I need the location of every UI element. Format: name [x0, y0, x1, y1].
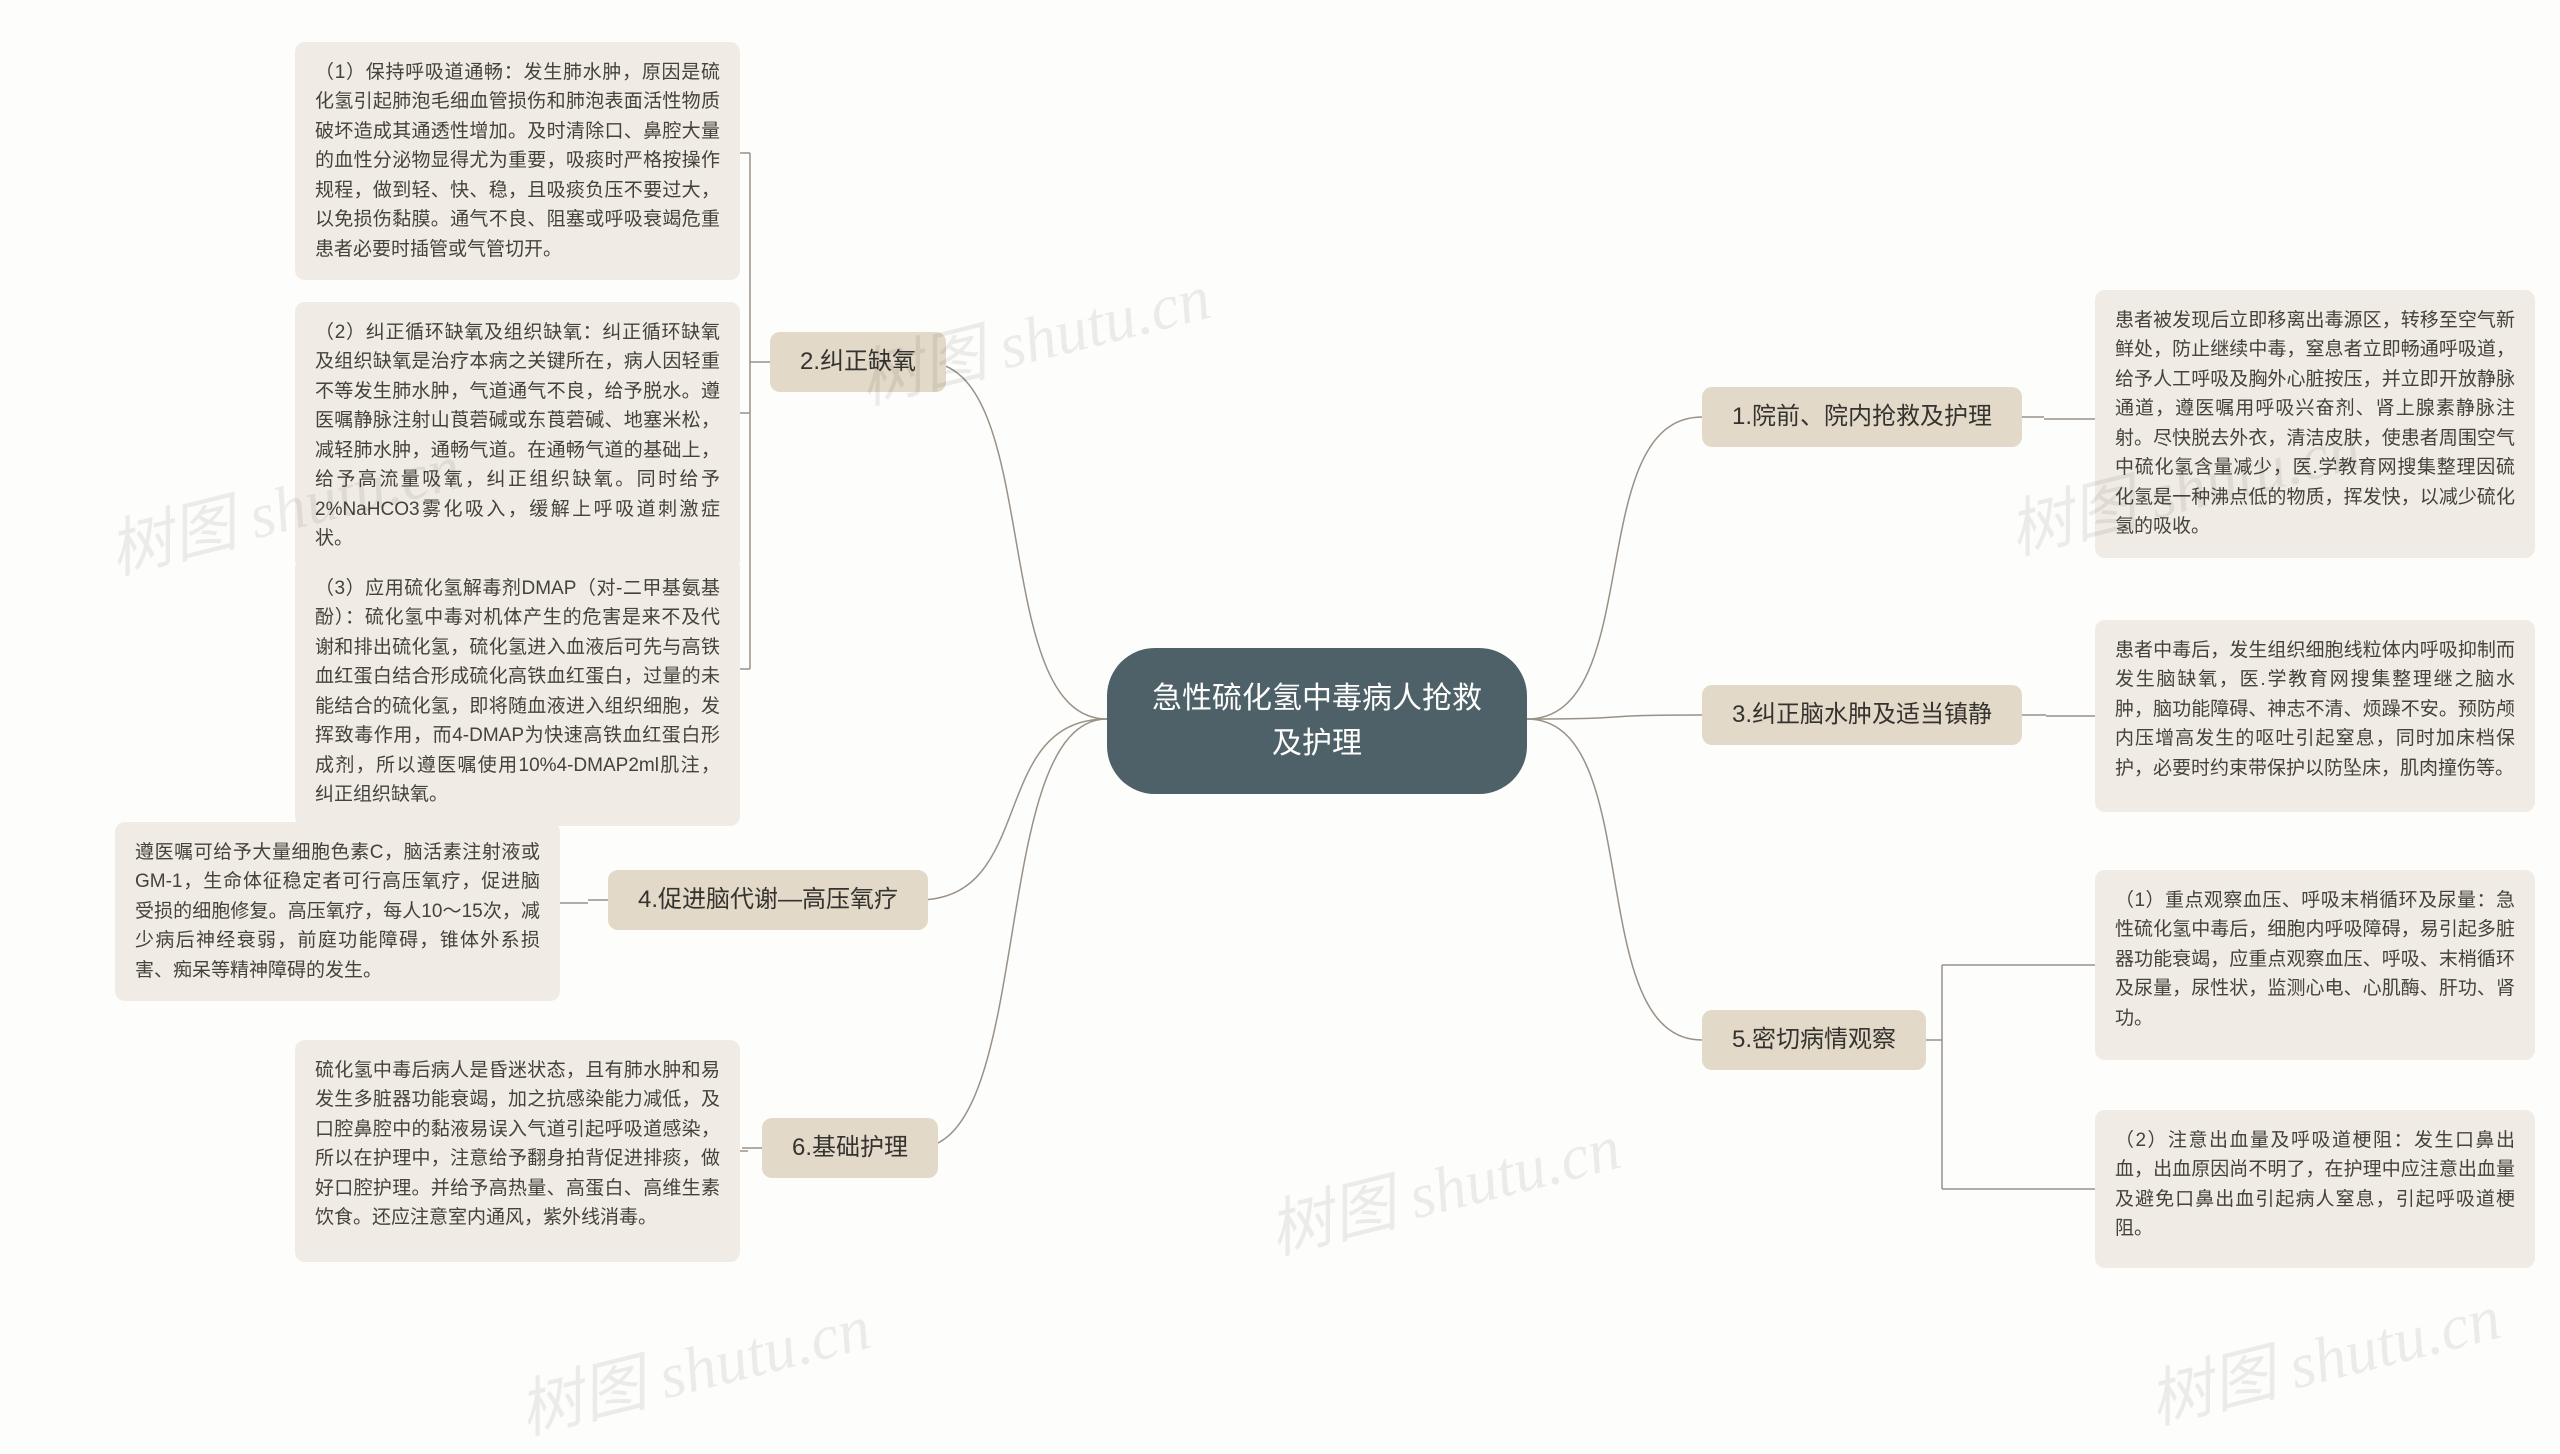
leaf-node: （3）应用硫化氢解毒剂DMAP（对-二甲基氨基酚）：硫化氢中毒对机体产生的危害是…	[295, 558, 740, 826]
branch-node: 6.基础护理	[762, 1118, 938, 1178]
branch-node: 3.纠正脑水肿及适当镇静	[1702, 685, 2022, 745]
watermark: 树图 shutu.cn	[508, 1276, 879, 1452]
watermark: 树图 shutu.cn	[1258, 1096, 1629, 1272]
branch-node: 5.密切病情观察	[1702, 1010, 1926, 1070]
branch-node: 4.促进脑代谢—高压氧疗	[608, 870, 928, 930]
leaf-node: 遵医嘱可给予大量细胞色素C，脑活素注射液或GM-1，生命体征稳定者可行高压氧疗，…	[115, 822, 560, 1001]
leaf-node: （2）注意出血量及呼吸道梗阻：发生口鼻出血，出血原因尚不明了，在护理中应注意出血…	[2095, 1110, 2535, 1268]
center-node: 急性硫化氢中毒病人抢救 及护理	[1107, 648, 1527, 794]
leaf-node: 患者被发现后立即移离出毒源区，转移至空气新鲜处，防止继续中毒，窒息者立即畅通呼吸…	[2095, 290, 2535, 558]
branch-node: 2.纠正缺氧	[770, 332, 946, 392]
watermark: 树图 shutu.cn	[2138, 1266, 2509, 1442]
leaf-node: （1）保持呼吸道通畅：发生肺水肿，原因是硫化氢引起肺泡毛细血管损伤和肺泡表面活性…	[295, 42, 740, 280]
branch-node: 1.院前、院内抢救及护理	[1702, 387, 2022, 447]
leaf-node: 患者中毒后，发生组织细胞线粒体内呼吸抑制而发生脑缺氧，医.学教育网搜集整理继之脑…	[2095, 620, 2535, 812]
leaf-node: 硫化氢中毒后病人是昏迷状态，且有肺水肿和易发生多脏器功能衰竭，加之抗感染能力减低…	[295, 1040, 740, 1262]
leaf-node: （1）重点观察血压、呼吸末梢循环及尿量：急性硫化氢中毒后，细胞内呼吸障碍，易引起…	[2095, 870, 2535, 1060]
leaf-node: （2）纠正循环缺氧及组织缺氧：纠正循环缺氧及组织缺氧是治疗本病之关键所在，病人因…	[295, 302, 740, 570]
